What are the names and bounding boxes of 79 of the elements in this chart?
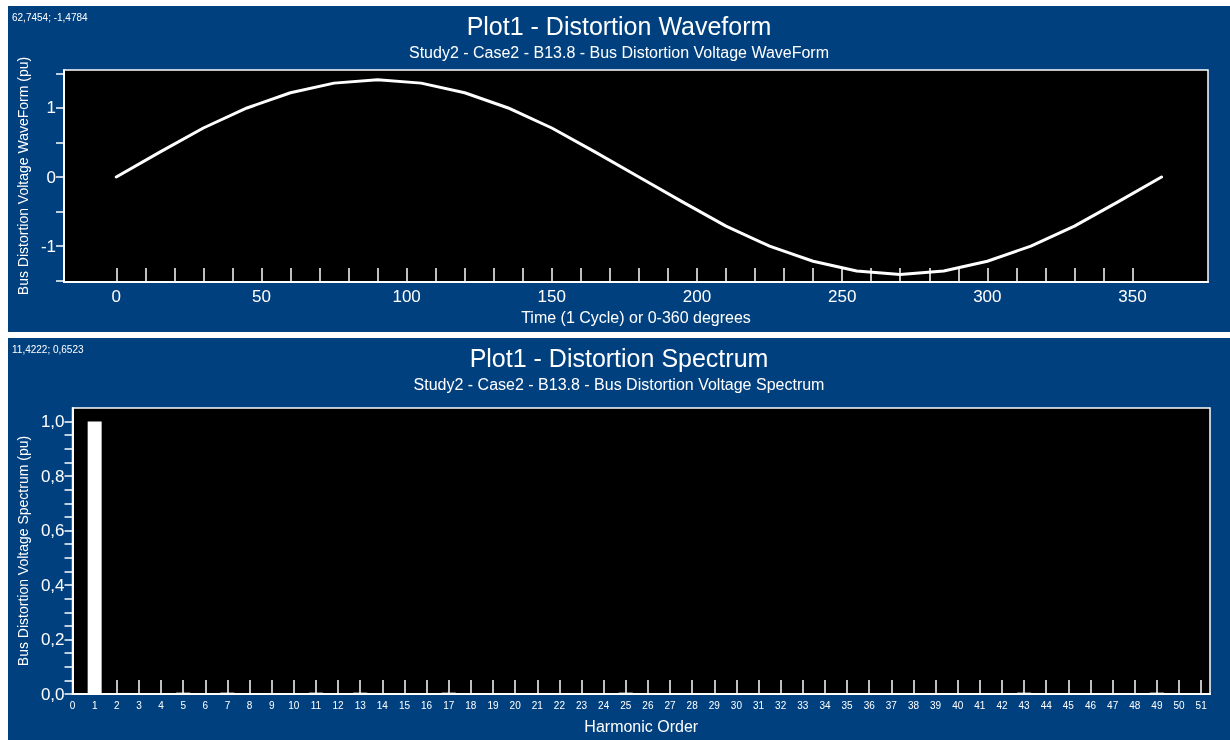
x-tick-label: 21	[531, 699, 544, 711]
x-tick-label: 44	[1040, 699, 1053, 711]
x-tick-label: 19	[487, 699, 499, 711]
chart-title: Plot1 - Distortion Waveform	[466, 11, 772, 40]
chart-subtitle: Study2 - Case2 - B13.8 - Bus Distortion Voltage WaveForm	[408, 43, 830, 61]
y-tick-label: 1	[46, 98, 57, 118]
text: 11,4222; 0,6523	[12, 343, 84, 355]
y-tick-label: -1	[40, 236, 57, 256]
x-tick-label: 17	[443, 699, 455, 711]
y-axis-title: Bus Distortion Voltage WaveForm (pu)	[15, 56, 31, 296]
x-tick-label: 45	[1062, 699, 1075, 711]
x-tick-label: 100	[392, 287, 421, 306]
x-tick-label: 15	[398, 699, 411, 711]
x-tick-label: 12	[332, 699, 345, 711]
x-tick-label: 1	[91, 699, 98, 711]
y-tick-label: 1,0	[40, 412, 65, 432]
x-tick-label: 23	[575, 699, 588, 711]
x-tick-label: 31	[752, 699, 765, 711]
x-tick-label: 35	[841, 699, 854, 711]
x-tick-label: 10	[288, 699, 300, 711]
x-tick-label: 250	[827, 287, 857, 306]
x-tick-label: 5	[180, 699, 187, 711]
x-tick-label: 27	[664, 699, 677, 711]
x-tick-label: 51	[1195, 699, 1208, 711]
x-tick-label: 2	[114, 699, 121, 711]
x-tick-label: 3	[136, 699, 143, 711]
x-tick-label: 0	[111, 287, 122, 306]
x-axis-title: Time (1 Cycle) or 0-360 degrees	[521, 309, 751, 327]
x-tick-label: 200	[682, 287, 712, 306]
x-tick-label: 39	[930, 699, 942, 711]
y-tick-label: 0,6	[40, 521, 65, 541]
x-tick-label: 40	[952, 699, 964, 711]
x-tick-label: 32	[775, 699, 787, 711]
x-tick-label: 25	[620, 699, 632, 711]
x-tick-label: 6	[202, 699, 209, 711]
x-tick-label: 37	[885, 699, 898, 711]
x-tick-label: 350	[1118, 287, 1147, 306]
x-tick-label: 16	[421, 699, 433, 711]
x-tick-label: 42	[996, 699, 1008, 711]
x-tick-label: 26	[642, 699, 654, 711]
x-tick-label: 33	[797, 699, 809, 711]
x-tick-label: 9	[268, 699, 275, 711]
x-tick-label: 300	[973, 287, 1002, 306]
x-tick-label: 18	[465, 699, 477, 711]
x-tick-label: 20	[509, 699, 522, 711]
x-tick-label: 50	[1173, 699, 1186, 711]
x-tick-label: 34	[819, 699, 831, 711]
x-tick-label: 0	[69, 699, 76, 711]
x-tick-label: 14	[376, 699, 389, 711]
y-tick-label: 0,4	[40, 575, 65, 595]
x-tick-label: 11	[310, 699, 322, 711]
x-tick-label: 47	[1107, 699, 1119, 711]
x-axis-title: Harmonic Order	[584, 717, 699, 735]
y-axis-title: Bus Distortion Voltage Spectrum (pu)	[15, 435, 31, 667]
x-tick-label: 4	[158, 699, 165, 711]
x-tick-label: 50	[251, 287, 271, 306]
x-tick-label: 150	[537, 287, 566, 306]
x-tick-label: 38	[907, 699, 920, 711]
x-tick-label: 24	[598, 699, 610, 711]
x-tick-label: 46	[1084, 699, 1097, 711]
text: 62,7454; -1,4784	[12, 11, 89, 23]
y-tick-label: 0	[46, 167, 57, 187]
y-tick-label: 0,0	[40, 684, 65, 704]
x-tick-label: 43	[1018, 699, 1031, 711]
x-tick-label: 49	[1151, 699, 1163, 711]
x-tick-label: 8	[246, 699, 253, 711]
x-tick-label: 28	[686, 699, 699, 711]
x-tick-label: 22	[553, 699, 566, 711]
x-tick-label: 36	[863, 699, 876, 711]
chart-subtitle: Study2 - Case2 - B13.8 - Bus Distortion Voltage Spectrum	[413, 375, 825, 393]
x-tick-label: 41	[974, 699, 986, 711]
y-tick-label: 0,8	[40, 466, 65, 486]
chart-title: Plot1 - Distortion Spectrum	[469, 343, 769, 372]
y-tick-label: 0,2	[40, 630, 65, 650]
x-tick-label: 30	[730, 699, 743, 711]
x-tick-label: 7	[224, 699, 231, 711]
x-tick-label: 29	[708, 699, 721, 711]
x-tick-label: 48	[1129, 699, 1141, 711]
x-tick-label: 13	[354, 699, 367, 711]
